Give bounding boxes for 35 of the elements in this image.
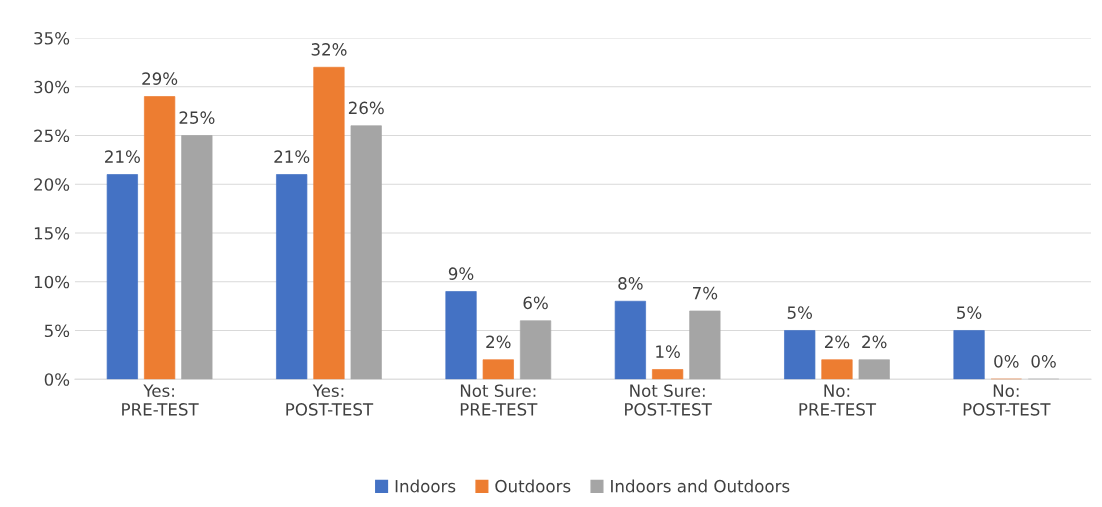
data-label: 2% — [486, 335, 511, 349]
data-label: 29% — [142, 72, 178, 85]
data-label: 7% — [693, 286, 718, 300]
data-label: 0% — [994, 355, 1019, 368]
data-label: 0% — [1031, 355, 1056, 368]
data-label: 21% — [274, 150, 310, 163]
y-tick-label: 20% — [34, 178, 70, 191]
legend-label: Indoors — [395, 479, 456, 493]
x-tick-label: Yes: PRE-TEST — [122, 384, 199, 416]
data-label: 2% — [862, 335, 887, 349]
data-label: 26% — [348, 101, 384, 115]
x-tick-label: Not Sure: PRE-TEST — [460, 384, 538, 416]
data-label: 5% — [957, 306, 982, 319]
data-label: 21% — [105, 150, 140, 163]
data-label: 9% — [448, 267, 474, 280]
x-tick-label: No: PRE-TEST — [799, 384, 877, 416]
data-label: 2% — [824, 335, 850, 349]
legend-label: Outdoors — [495, 479, 571, 493]
y-tick-label: 15% — [34, 226, 70, 240]
x-tick-label: No: POST-TEST — [963, 384, 1051, 416]
y-tick-label: 5% — [44, 324, 70, 338]
y-tick-label: 30% — [34, 80, 70, 94]
x-tick-label: Yes: POST-TEST — [286, 384, 374, 416]
y-tick-label: 10% — [34, 275, 70, 289]
data-label: 8% — [618, 277, 643, 290]
y-tick-label: 35% — [34, 31, 70, 45]
data-label: 32% — [311, 43, 347, 56]
y-tick-label: 0% — [44, 373, 70, 386]
x-tick-label: Not Sure: POST-TEST — [625, 384, 712, 416]
legend-label: Indoors and Outdoors — [611, 479, 790, 493]
data-label: 25% — [179, 111, 215, 124]
data-label: 6% — [523, 296, 548, 310]
data-label: 1% — [656, 345, 680, 358]
data-label: 5% — [787, 306, 813, 319]
y-tick-label: 25% — [34, 129, 70, 143]
